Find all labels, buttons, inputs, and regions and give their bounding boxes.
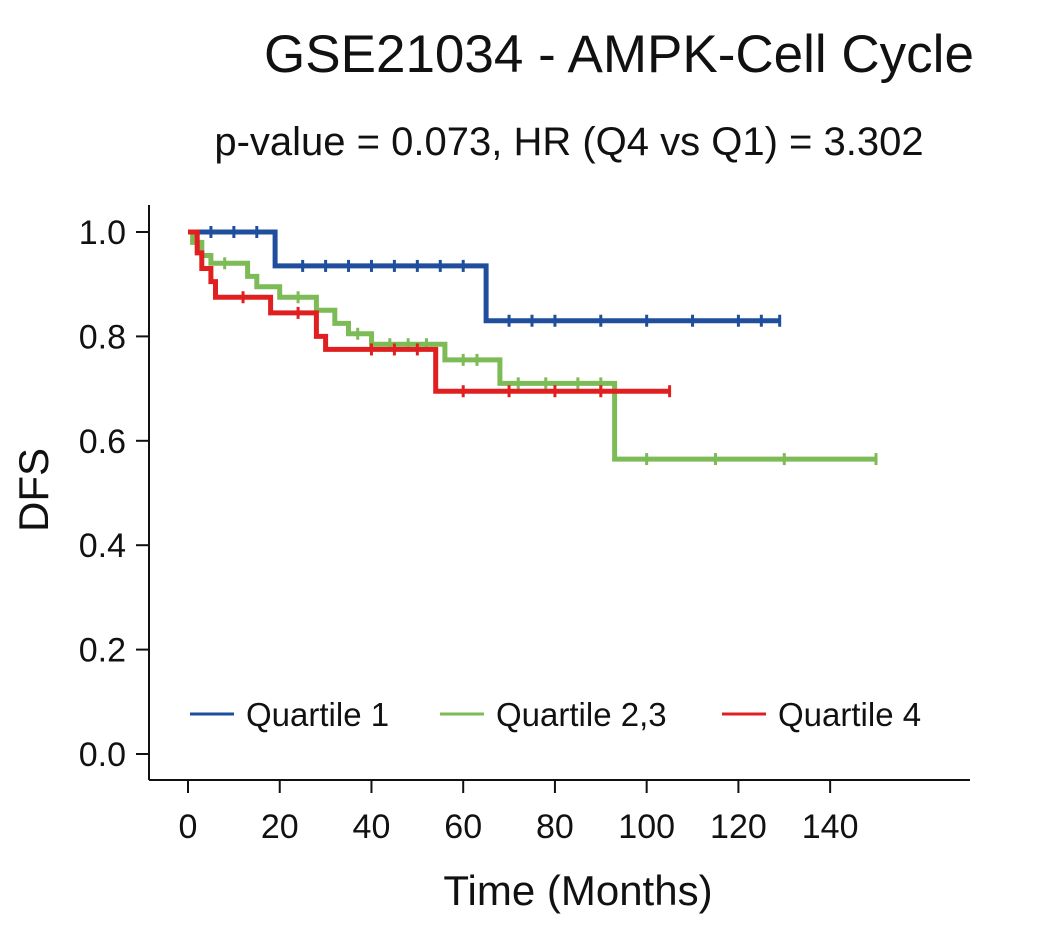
y-tick-label: 0.8 <box>79 318 126 356</box>
y-tick-label: 0.0 <box>79 736 126 774</box>
y-tick-label: 0.4 <box>79 527 126 565</box>
legend-label: Quartile 4 <box>778 696 921 733</box>
axes: 0.0 0.2 0.4 0.6 0.8 1.0 0 20 40 60 80 100 120 140 <box>79 205 970 846</box>
x-tick-label: 120 <box>710 808 767 846</box>
y-tick-label: 1.0 <box>79 214 126 252</box>
x-tick-label: 60 <box>444 808 482 846</box>
series-line <box>188 229 670 394</box>
chart-title: GSE21034 - AMPK-Cell Cycle <box>264 25 974 84</box>
x-tick-label: 0 <box>179 808 198 846</box>
series-1 <box>188 226 782 327</box>
x-tick-label: 80 <box>536 808 574 846</box>
series-2 <box>188 229 878 466</box>
y-tick-label: 0.2 <box>79 632 126 670</box>
legend-label: Quartile 1 <box>246 696 389 733</box>
legend: Quartile 1 Quartile 2,3 Quartile 4 <box>190 696 921 733</box>
x-tick-label: 40 <box>353 808 391 846</box>
legend-label: Quartile 2,3 <box>496 696 667 733</box>
series-3 <box>188 229 672 398</box>
series-layer <box>188 226 878 466</box>
x-tick-label: 20 <box>261 808 299 846</box>
y-axis-title: DFS <box>10 448 57 532</box>
y-tick-label: 0.6 <box>79 423 126 461</box>
x-tick-label: 100 <box>618 808 675 846</box>
x-axis-title: Time (Months) <box>443 867 712 914</box>
series-line <box>188 229 780 324</box>
x-tick-label: 140 <box>802 808 859 846</box>
series-line <box>188 229 876 462</box>
chart-subtitle: p-value = 0.073, HR (Q4 vs Q1) = 3.302 <box>214 120 924 164</box>
